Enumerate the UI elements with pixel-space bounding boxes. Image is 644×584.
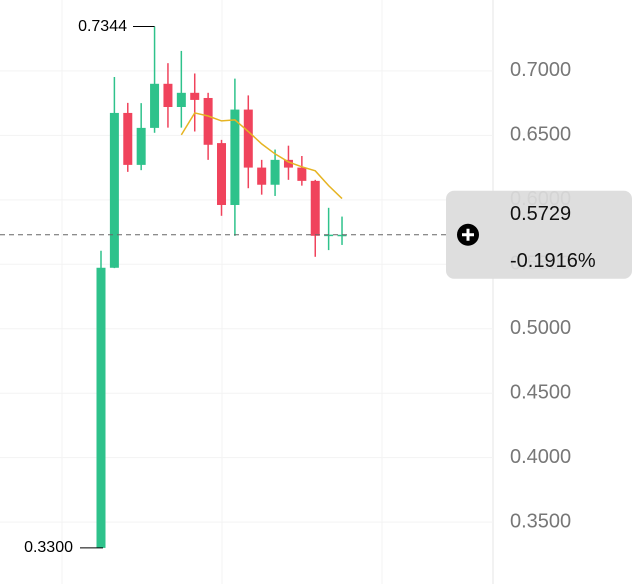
- candle-body: [337, 234, 347, 237]
- candle-body: [150, 83, 160, 128]
- moving-average: [180, 112, 343, 200]
- y-tick-label: 0.3500: [510, 510, 571, 532]
- candle-body: [270, 159, 280, 185]
- y-tick-label: 0.4500: [510, 381, 571, 403]
- candle-body: [310, 180, 320, 236]
- high-label: 0.7344: [78, 18, 127, 35]
- candle-body: [230, 109, 240, 205]
- candle-body: [96, 267, 106, 548]
- y-tick-label: 0.4000: [510, 446, 571, 468]
- price-box: [446, 190, 632, 279]
- candle-body: [257, 167, 267, 185]
- y-tick-label: 0.6500: [510, 124, 571, 146]
- candle-body: [190, 92, 200, 100]
- candle-body: [324, 234, 334, 237]
- candle-body: [243, 109, 253, 168]
- low-label: 0.3300: [24, 539, 73, 556]
- y-tick-label: 0.5000: [510, 317, 571, 339]
- add-icon-plus: [462, 228, 474, 241]
- candle-body: [176, 92, 186, 108]
- price-change: -0.1916%: [510, 250, 596, 272]
- candle-body: [203, 97, 213, 145]
- candle-body: [297, 167, 307, 181]
- candle-body: [136, 127, 146, 165]
- y-tick-label: 0.7000: [510, 59, 571, 81]
- candle-body: [283, 159, 293, 168]
- current-price: 0.5729: [510, 203, 571, 225]
- candle-body: [123, 112, 133, 165]
- candle-body: [109, 112, 119, 268]
- candle-body: [217, 143, 227, 205]
- candle-body: [163, 83, 173, 108]
